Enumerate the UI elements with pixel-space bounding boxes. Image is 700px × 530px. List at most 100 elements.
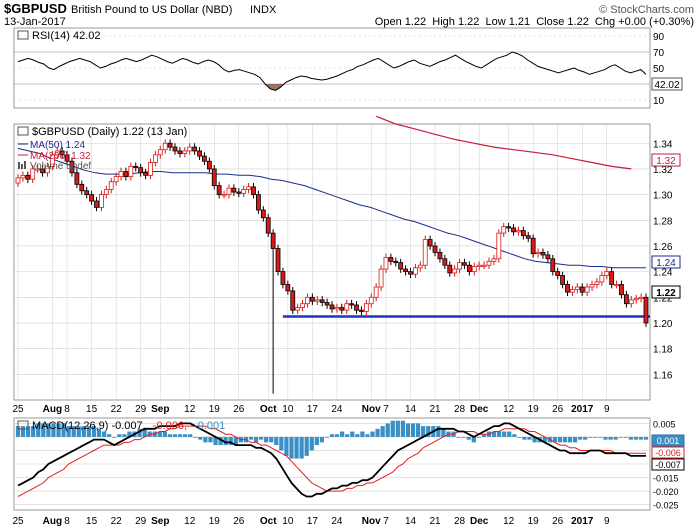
candle-body — [162, 142, 168, 151]
macd-histogram-bar — [86, 426, 92, 437]
macd-histogram-bar — [340, 431, 345, 437]
macd-histogram-bar — [512, 434, 517, 437]
candle-body — [35, 168, 41, 171]
candle-body — [79, 183, 85, 192]
x-tick-label: 2017 — [571, 404, 594, 415]
macd-histogram-bar — [415, 423, 421, 437]
candle-body — [589, 284, 595, 288]
candle-body — [388, 257, 394, 262]
candle-body — [172, 146, 178, 152]
macd-histogram-bar — [218, 436, 223, 446]
legend-ma50: MA(50) 1.24 — [30, 140, 85, 151]
macd-hist-badge-text: 0.001 — [657, 436, 680, 446]
macd-histogram-bar — [441, 428, 446, 437]
macd-histogram-bar — [177, 434, 183, 437]
x-tick-label: 15 — [86, 516, 98, 527]
x-tick-label: 2017 — [571, 516, 594, 527]
macd-level-label: -0.020 — [653, 487, 679, 497]
candle-body — [118, 171, 124, 178]
candle-body — [152, 154, 158, 163]
macd-histogram-bar — [385, 423, 390, 437]
candle-body — [69, 160, 75, 174]
macd-histogram-bar — [208, 436, 213, 443]
candle-body — [148, 162, 153, 176]
macd-histogram-bar — [198, 436, 203, 440]
legend-ma200: MA(200) 1.32 — [30, 151, 91, 162]
candle-body — [84, 190, 90, 196]
macd-level-label: -0.025 — [653, 501, 679, 511]
macd-histogram-bar — [258, 436, 264, 440]
candle-body — [491, 258, 497, 262]
x-axis-labels-bottom: 25 Aug 8 15 22 29 Sep 12 19 26 Oct 10 17 24 Nov 7 14 21 28… — [12, 516, 610, 527]
chart-exchange: INDX — [250, 4, 277, 16]
macd-histogram-bar — [593, 436, 598, 438]
candle-body — [383, 257, 389, 270]
x-tick-label: 15 — [86, 404, 98, 415]
candle-body — [486, 260, 492, 266]
price-badge: 1.22 — [651, 285, 681, 299]
candle-body — [604, 271, 610, 276]
x-tick-label: 19 — [528, 516, 540, 527]
candle-body — [471, 266, 477, 273]
x-tick-label: 9 — [604, 404, 610, 415]
price-tick-label: 1.16 — [653, 370, 673, 381]
macd-histogram-bar — [355, 434, 360, 437]
macd-histogram-bar — [527, 436, 532, 440]
candle-body — [103, 189, 109, 196]
macd-histogram-bar — [137, 428, 142, 437]
candle-body — [329, 304, 335, 310]
candle-body — [555, 271, 561, 276]
macd-histogram-bar — [31, 426, 36, 437]
macd-histogram-bar — [304, 436, 309, 456]
macd-histogram-bar — [289, 436, 294, 459]
macd-histogram-bar — [491, 431, 497, 437]
macd-histogram-bar — [157, 431, 162, 437]
candle-body — [300, 303, 305, 308]
x-tick-label: 12 — [503, 404, 515, 415]
macd-histogram-bar — [162, 431, 167, 437]
macd-histogram-bar — [36, 423, 41, 437]
candle-body — [496, 232, 502, 260]
macd-histogram-bar — [603, 436, 608, 440]
macd-histogram-bar — [66, 426, 71, 437]
macd-histogram-bar — [26, 426, 31, 437]
macd-histogram-bar — [213, 436, 218, 446]
candle-body — [432, 245, 438, 253]
price-tick-label: 1.28 — [653, 216, 673, 227]
candle-body — [231, 187, 237, 193]
macd-histogram-bar — [91, 426, 97, 437]
candle-body — [560, 275, 565, 285]
candle-body — [638, 296, 644, 299]
macd-histogram-bar — [567, 436, 573, 443]
candle-body — [393, 260, 399, 264]
price-title: $GBPUSD (Daily) 1.22 (13 Jan) — [32, 126, 187, 138]
candle-body — [506, 226, 512, 229]
candle-body — [113, 176, 119, 183]
x-tick-label: 19 — [528, 404, 540, 415]
x-tick-label: 14 — [405, 516, 417, 527]
candle-body — [403, 268, 408, 273]
candle-body — [177, 150, 183, 154]
macd-title-value: MACD(12,26,9) -0.007, — [32, 420, 146, 432]
candle-body — [413, 267, 418, 275]
macd-histogram-bar — [562, 436, 568, 443]
macd-histogram-bar — [365, 434, 370, 437]
x-tick-label: 29 — [135, 516, 147, 527]
price-tick-label: 1.18 — [653, 345, 673, 356]
rsi-value-badge: 42.02 — [651, 77, 683, 91]
candle-body — [133, 165, 139, 169]
candle-body — [623, 294, 629, 305]
macd-histogram-bar — [193, 436, 198, 438]
rsi-line — [17, 51, 647, 91]
macd-histogram-bar — [329, 434, 335, 437]
macd-histogram-bar — [167, 434, 173, 437]
macd-histogram-bar — [618, 436, 623, 438]
candle-body — [123, 171, 129, 178]
macd-signal-badge: -0.006 — [651, 446, 685, 459]
macd-title: MACD(12,26,9) -0.007, -0.006, -0.001 — [17, 420, 225, 432]
macd-histogram-bar — [269, 436, 274, 443]
macd-histogram-bar — [284, 436, 289, 456]
candle-body — [334, 307, 340, 310]
rsi-level-label: 10 — [653, 96, 665, 107]
candle-body — [64, 154, 70, 162]
